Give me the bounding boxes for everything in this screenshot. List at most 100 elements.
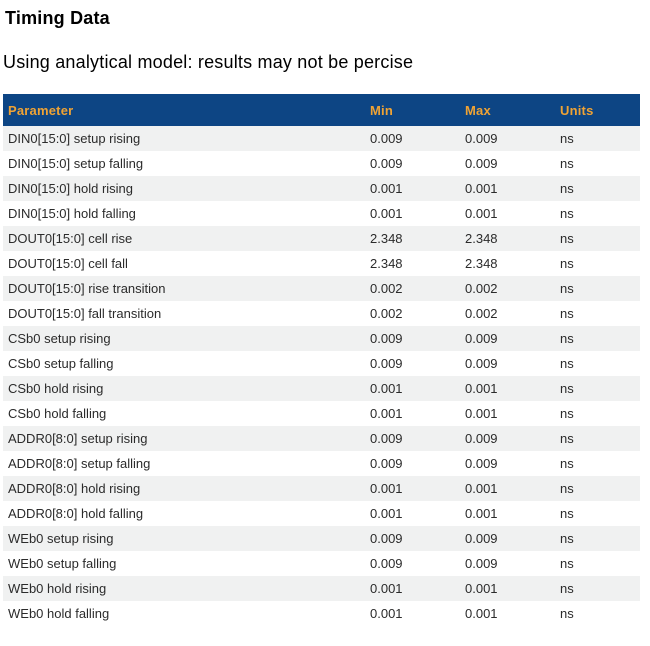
table-row: WEb0 hold falling 0.001 0.001 ns <box>3 601 640 626</box>
cell-parameter: WEb0 setup rising <box>8 531 114 546</box>
cell-units: ns <box>560 431 574 446</box>
cell-parameter: ADDR0[8:0] hold rising <box>8 481 141 496</box>
cell-max: 0.002 <box>465 281 498 296</box>
cell-min: 0.002 <box>370 306 403 321</box>
cell-units: ns <box>560 156 574 171</box>
timing-data-table: Parameter Min Max Units DIN0[15:0] setup… <box>3 94 640 626</box>
cell-min: 2.348 <box>370 231 403 246</box>
cell-parameter: DOUT0[15:0] cell fall <box>8 256 128 271</box>
cell-parameter: CSb0 hold rising <box>8 381 104 396</box>
cell-max: 0.009 <box>465 356 498 371</box>
cell-min: 0.009 <box>370 131 403 146</box>
cell-max: 0.002 <box>465 306 498 321</box>
cell-max: 0.009 <box>465 456 498 471</box>
table-row: DIN0[15:0] setup rising 0.009 0.009 ns <box>3 126 640 151</box>
cell-min: 0.001 <box>370 606 403 621</box>
cell-max: 0.009 <box>465 531 498 546</box>
table-row: CSb0 hold rising 0.001 0.001 ns <box>3 376 640 401</box>
cell-parameter: WEb0 setup falling <box>8 556 117 571</box>
table-row: DIN0[15:0] setup falling 0.009 0.009 ns <box>3 151 640 176</box>
cell-units: ns <box>560 231 574 246</box>
table-row: DOUT0[15:0] cell rise 2.348 2.348 ns <box>3 226 640 251</box>
cell-parameter: WEb0 hold rising <box>8 581 107 596</box>
cell-max: 0.001 <box>465 206 498 221</box>
cell-units: ns <box>560 331 574 346</box>
cell-min: 0.001 <box>370 206 403 221</box>
cell-units: ns <box>560 406 574 421</box>
cell-units: ns <box>560 531 574 546</box>
cell-units: ns <box>560 606 574 621</box>
cell-parameter: ADDR0[8:0] setup falling <box>8 456 151 471</box>
cell-min: 0.009 <box>370 156 403 171</box>
cell-min: 0.002 <box>370 281 403 296</box>
cell-parameter: ADDR0[8:0] setup rising <box>8 431 148 446</box>
cell-parameter: CSb0 setup falling <box>8 356 114 371</box>
cell-min: 0.009 <box>370 431 403 446</box>
cell-parameter: ADDR0[8:0] hold falling <box>8 506 144 521</box>
table-row: CSb0 setup falling 0.009 0.009 ns <box>3 351 640 376</box>
cell-max: 2.348 <box>465 256 498 271</box>
table-row: CSb0 setup rising 0.009 0.009 ns <box>3 326 640 351</box>
cell-min: 0.001 <box>370 506 403 521</box>
column-header-units: Units <box>560 94 640 126</box>
cell-parameter: DOUT0[15:0] fall transition <box>8 306 162 321</box>
cell-parameter: CSb0 setup rising <box>8 331 111 346</box>
cell-units: ns <box>560 281 574 296</box>
cell-parameter: DIN0[15:0] hold rising <box>8 181 134 196</box>
cell-max: 0.001 <box>465 381 498 396</box>
cell-units: ns <box>560 456 574 471</box>
cell-max: 0.001 <box>465 181 498 196</box>
cell-max: 0.009 <box>465 331 498 346</box>
cell-units: ns <box>560 481 574 496</box>
cell-units: ns <box>560 131 574 146</box>
cell-units: ns <box>560 381 574 396</box>
cell-parameter: DIN0[15:0] hold falling <box>8 206 136 221</box>
cell-units: ns <box>560 506 574 521</box>
page-title: Timing Data <box>5 8 110 28</box>
column-header-min: Min <box>370 94 465 126</box>
table-row: ADDR0[8:0] hold falling 0.001 0.001 ns <box>3 501 640 526</box>
cell-max: 0.009 <box>465 156 498 171</box>
cell-max: 0.001 <box>465 506 498 521</box>
cell-min: 0.001 <box>370 581 403 596</box>
cell-units: ns <box>560 356 574 371</box>
cell-parameter: DOUT0[15:0] cell rise <box>8 231 133 246</box>
cell-max: 2.348 <box>465 231 498 246</box>
cell-units: ns <box>560 206 574 221</box>
table-row: ADDR0[8:0] hold rising 0.001 0.001 ns <box>3 476 640 501</box>
cell-max: 0.001 <box>465 606 498 621</box>
page-subtitle: Using analytical model: results may not … <box>3 52 414 72</box>
cell-max: 0.009 <box>465 131 498 146</box>
table-row: ADDR0[8:0] setup falling 0.009 0.009 ns <box>3 451 640 476</box>
cell-max: 0.001 <box>465 481 498 496</box>
cell-min: 0.001 <box>370 406 403 421</box>
cell-min: 0.009 <box>370 456 403 471</box>
table-row: DOUT0[15:0] fall transition 0.002 0.002 … <box>3 301 640 326</box>
cell-min: 0.001 <box>370 481 403 496</box>
table-header-row: Parameter Min Max Units <box>3 94 640 126</box>
table-row: WEb0 hold rising 0.001 0.001 ns <box>3 576 640 601</box>
cell-units: ns <box>560 181 574 196</box>
cell-min: 0.009 <box>370 556 403 571</box>
cell-min: 0.001 <box>370 381 403 396</box>
table-row: CSb0 hold falling 0.001 0.001 ns <box>3 401 640 426</box>
column-header-parameter: Parameter <box>3 94 370 126</box>
cell-min: 0.009 <box>370 331 403 346</box>
cell-units: ns <box>560 306 574 321</box>
cell-max: 0.001 <box>465 406 498 421</box>
cell-parameter: DIN0[15:0] setup falling <box>8 156 144 171</box>
table-row: DOUT0[15:0] cell fall 2.348 2.348 ns <box>3 251 640 276</box>
cell-max: 0.009 <box>465 556 498 571</box>
cell-parameter: CSb0 hold falling <box>8 406 107 421</box>
cell-min: 0.009 <box>370 531 403 546</box>
column-header-max: Max <box>465 94 560 126</box>
cell-parameter: WEb0 hold falling <box>8 606 110 621</box>
table-row: ADDR0[8:0] setup rising 0.009 0.009 ns <box>3 426 640 451</box>
table-row: DIN0[15:0] hold falling 0.001 0.001 ns <box>3 201 640 226</box>
cell-units: ns <box>560 256 574 271</box>
table-row: WEb0 setup rising 0.009 0.009 ns <box>3 526 640 551</box>
cell-parameter: DIN0[15:0] setup rising <box>8 131 141 146</box>
table-body: DIN0[15:0] setup rising 0.009 0.009 ns D… <box>3 126 640 626</box>
table-row: DIN0[15:0] hold rising 0.001 0.001 ns <box>3 176 640 201</box>
